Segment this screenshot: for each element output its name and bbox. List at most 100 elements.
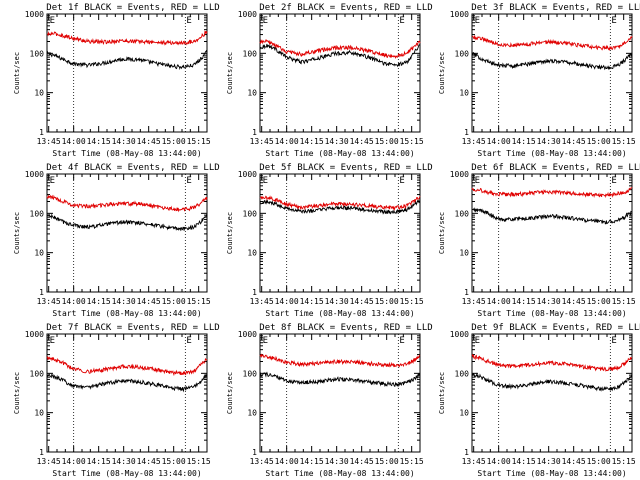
y-tick-label: 1000 bbox=[25, 10, 44, 19]
e-marker-label: E bbox=[611, 176, 616, 186]
series-line-events bbox=[471, 372, 633, 392]
y-tick-label: 100 bbox=[30, 369, 45, 378]
panel-det-3: Det 3f BLACK = Events, RED = LLD Counts/s… bbox=[438, 3, 640, 158]
y-tick-label: 1 bbox=[252, 288, 257, 297]
x-tick-label: 15:00 bbox=[375, 297, 399, 306]
plot-frame bbox=[46, 333, 208, 453]
x-tick-label: 13:45 bbox=[37, 137, 61, 146]
x-tick-label: 14:00 bbox=[62, 457, 86, 466]
e-marker-label: E bbox=[263, 16, 268, 26]
plot-frame bbox=[259, 173, 421, 293]
panel-det-9: Det 9f BLACK = Events, RED = LLD Counts/s… bbox=[438, 323, 640, 478]
panel-title: Det 5f BLACK = Events, RED = LLD bbox=[259, 163, 432, 173]
y-tick-label: 10 bbox=[459, 89, 469, 98]
y-tick-label: 100 bbox=[243, 369, 258, 378]
x-tick-label: 15:00 bbox=[162, 137, 186, 146]
y-tick-label: 1000 bbox=[450, 170, 469, 179]
x-tick-label: 14:00 bbox=[487, 457, 511, 466]
x-axis-label: Start Time (08-May-08 13:44:00) bbox=[265, 469, 414, 478]
panel-det-5: Det 5f BLACK = Events, RED = LLD Counts/s… bbox=[226, 163, 433, 318]
y-tick-label: 10 bbox=[459, 249, 469, 258]
y-tick-label: 100 bbox=[243, 209, 258, 218]
e-marker-label: E bbox=[475, 176, 480, 186]
x-tick-label: 14:00 bbox=[275, 137, 299, 146]
y-tick-label: 10 bbox=[247, 409, 257, 418]
y-tick-label: 1 bbox=[464, 448, 469, 457]
y-tick-label: 1000 bbox=[238, 170, 257, 179]
x-tick-label: 14:15 bbox=[300, 457, 324, 466]
x-tick-label: 13:45 bbox=[250, 297, 274, 306]
series-line-lld bbox=[259, 353, 421, 368]
x-tick-label: 14:45 bbox=[350, 297, 374, 306]
series-line-events bbox=[46, 213, 208, 232]
x-tick-label: 14:15 bbox=[300, 137, 324, 146]
x-tick-label: 13:45 bbox=[37, 297, 61, 306]
x-tick-label: 15:15 bbox=[187, 297, 211, 306]
y-axis-label: Counts/sec bbox=[13, 52, 21, 94]
e-marker-label: E bbox=[399, 336, 404, 346]
series-line-lld bbox=[471, 186, 633, 199]
x-tick-label: 14:00 bbox=[62, 137, 86, 146]
panel-title: Det 2f BLACK = Events, RED = LLD bbox=[259, 3, 432, 13]
series-line-events bbox=[259, 43, 421, 68]
x-tick-label: 13:45 bbox=[250, 457, 274, 466]
e-marker-label: E bbox=[475, 336, 480, 346]
panel-title: Det 1f BLACK = Events, RED = LLD bbox=[46, 3, 219, 13]
y-tick-label: 100 bbox=[30, 209, 45, 218]
e-marker-label: E bbox=[50, 16, 55, 26]
y-tick-label: 100 bbox=[455, 209, 470, 218]
y-tick-label: 1000 bbox=[25, 170, 44, 179]
y-tick-label: 10 bbox=[459, 409, 469, 418]
y-tick-label: 1000 bbox=[25, 330, 44, 339]
x-tick-label: 15:15 bbox=[400, 137, 424, 146]
x-tick-label: 14:15 bbox=[87, 457, 111, 466]
panel-title: Det 3f BLACK = Events, RED = LLD bbox=[471, 3, 640, 13]
x-tick-label: 14:30 bbox=[537, 137, 561, 146]
y-axis-label: Counts/sec bbox=[438, 212, 446, 254]
x-tick-label: 14:30 bbox=[537, 297, 561, 306]
x-tick-label: 14:45 bbox=[137, 137, 161, 146]
series-line-lld bbox=[471, 353, 633, 372]
x-axis-label: Start Time (08-May-08 13:44:00) bbox=[52, 309, 201, 318]
y-tick-label: 10 bbox=[247, 249, 257, 258]
e-marker-label: E bbox=[186, 336, 191, 346]
x-tick-label: 15:00 bbox=[162, 297, 186, 306]
x-tick-label: 14:00 bbox=[62, 297, 86, 306]
plot-frame bbox=[471, 13, 633, 133]
x-tick-label: 15:00 bbox=[587, 137, 611, 146]
x-tick-label: 14:15 bbox=[87, 297, 111, 306]
panel-det-8: Det 8f BLACK = Events, RED = LLD Counts/s… bbox=[226, 323, 433, 478]
x-tick-label: 15:15 bbox=[612, 297, 636, 306]
y-tick-label: 1 bbox=[39, 288, 44, 297]
plot-frame bbox=[471, 173, 633, 293]
y-axis-label: Counts/sec bbox=[438, 372, 446, 414]
x-tick-label: 14:00 bbox=[275, 457, 299, 466]
series-line-lld bbox=[46, 30, 208, 46]
plot-frame bbox=[471, 333, 633, 453]
x-tick-label: 14:15 bbox=[87, 137, 111, 146]
y-tick-label: 100 bbox=[243, 49, 258, 58]
x-tick-label: 13:45 bbox=[37, 457, 61, 466]
y-tick-label: 1 bbox=[39, 128, 44, 137]
x-tick-label: 14:45 bbox=[350, 457, 374, 466]
e-marker-label: E bbox=[475, 16, 480, 26]
x-axis-label: Start Time (08-May-08 13:44:00) bbox=[477, 149, 626, 158]
series-line-events bbox=[471, 51, 633, 71]
series-line-events bbox=[259, 371, 421, 388]
y-tick-label: 10 bbox=[34, 249, 44, 258]
y-tick-label: 1 bbox=[252, 448, 257, 457]
panel-title: Det 6f BLACK = Events, RED = LLD bbox=[471, 163, 640, 173]
e-marker-label: E bbox=[399, 16, 404, 26]
x-tick-label: 14:00 bbox=[487, 297, 511, 306]
e-marker-label: E bbox=[263, 176, 268, 186]
x-tick-label: 15:15 bbox=[612, 457, 636, 466]
x-tick-label: 14:15 bbox=[300, 297, 324, 306]
x-tick-label: 15:15 bbox=[400, 457, 424, 466]
e-marker-label: E bbox=[611, 336, 616, 346]
x-tick-label: 14:30 bbox=[112, 297, 136, 306]
x-tick-label: 15:00 bbox=[375, 457, 399, 466]
plot-frame bbox=[259, 13, 421, 133]
y-tick-label: 1 bbox=[464, 128, 469, 137]
y-tick-label: 10 bbox=[34, 89, 44, 98]
